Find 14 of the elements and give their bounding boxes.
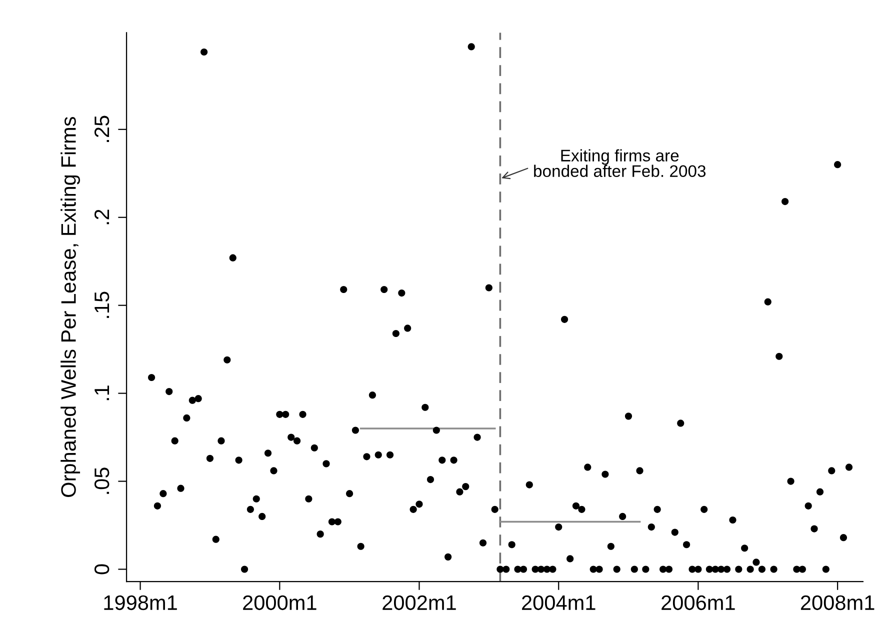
annotation: Exiting firms are bonded after Feb. 2003 xyxy=(534,149,706,178)
y-tick-label: .2 xyxy=(94,210,110,224)
y-tick-label: 0 xyxy=(94,564,110,574)
y-axis-title: Orphaned Wells Per Lease, Exiting Firms xyxy=(60,116,80,497)
y-tick-label: .25 xyxy=(94,116,110,142)
y-tick-label: .1 xyxy=(94,386,110,400)
x-tick-label: 2008m1 xyxy=(800,595,874,610)
x-tick-label: 2002m1 xyxy=(382,595,456,610)
y-tick-label: .05 xyxy=(94,468,110,494)
x-tick-label: 2000m1 xyxy=(243,595,316,610)
y-tick-label: .15 xyxy=(94,292,110,318)
x-tick-label: 2004m1 xyxy=(522,595,596,610)
x-tick-label: 1998m1 xyxy=(104,595,177,610)
x-tick-label: 2006m1 xyxy=(662,595,735,610)
